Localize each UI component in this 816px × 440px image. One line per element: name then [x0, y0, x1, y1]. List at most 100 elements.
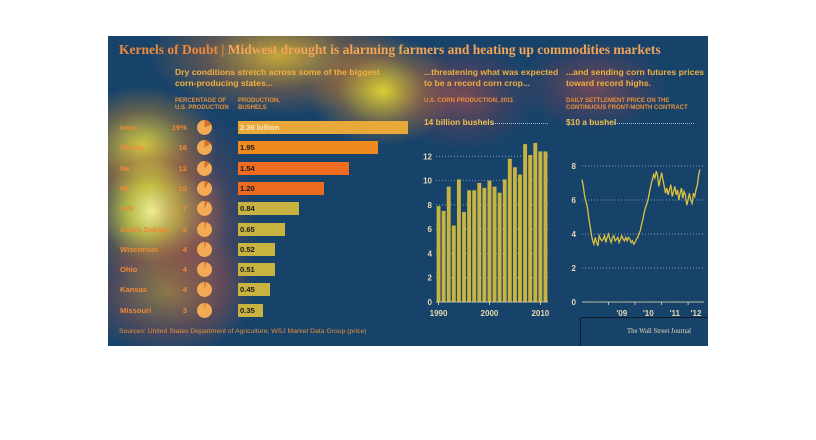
production-bar — [238, 141, 379, 155]
state-row: Indi 7 0.84 — [108, 201, 438, 217]
production-chart: 0 2 4 6 8 10 12 1990 2000 2010 — [423, 142, 550, 318]
production-value-label: 0.45 — [240, 285, 255, 295]
pct-label: 16 — [178, 143, 187, 153]
state-row: Ohio 4 0.51 — [108, 262, 438, 278]
production-bar — [238, 242, 276, 256]
pct-label: 3 — [182, 305, 187, 315]
production-bar — [456, 179, 461, 302]
x-tick-label: '10 — [643, 309, 654, 318]
credit-label: The Wall Street Journal — [627, 328, 692, 335]
overlay-vertical-line — [580, 318, 581, 346]
pct-pie — [197, 302, 212, 318]
state-label: Indi — [120, 204, 134, 214]
y-tick-label: 2 — [428, 274, 433, 283]
states-heading: Dry conditions stretch across some of th… — [175, 67, 380, 88]
production-value-label: 0.52 — [240, 244, 255, 254]
production-bar — [238, 222, 285, 236]
state-row: Mi 10 1.20 — [108, 180, 438, 196]
y-tick-label: 2 — [572, 264, 577, 273]
production-unit-label: 14 billion bushels — [424, 117, 495, 127]
production-bar — [238, 161, 349, 175]
production-bar — [462, 212, 466, 302]
production-bar — [238, 202, 299, 216]
futures-unit-label: $10 a bushel — [566, 117, 617, 127]
state-label: South Dakota — [120, 224, 169, 234]
pct-pie — [197, 221, 212, 237]
production-bar — [518, 174, 522, 302]
pct-label: 19% — [171, 123, 187, 132]
x-tick-label: '11 — [670, 309, 681, 318]
x-tick-label: 2000 — [481, 309, 499, 318]
y-tick-label: 0 — [572, 298, 577, 307]
production-bar — [482, 187, 487, 302]
y-tick-label: 4 — [428, 249, 433, 258]
production-bar — [441, 210, 446, 302]
state-row: Wisconsin 4 0.52 — [108, 241, 438, 257]
y-tick-label: 6 — [428, 225, 433, 234]
prod-column-header: PRODUCTION, BUSHELS — [238, 98, 280, 111]
production-bar — [467, 190, 472, 302]
production-bar — [451, 225, 456, 302]
production-bar — [533, 142, 538, 302]
pct-pie — [197, 180, 212, 196]
pct-pie — [197, 120, 212, 135]
production-bar — [487, 180, 492, 302]
production-bar — [238, 263, 275, 277]
production-bar — [523, 144, 528, 302]
pct-label: 12 — [178, 163, 187, 173]
production-heading: ...threatening what was expected to be a… — [424, 67, 559, 88]
pct-label: 4 — [182, 285, 187, 295]
production-value-label: 0.84 — [240, 204, 255, 214]
x-tick-label: '09 — [616, 309, 627, 318]
production-value-label: 0.35 — [240, 305, 255, 315]
production-bar — [528, 155, 533, 302]
production-value-label: 0.65 — [240, 224, 255, 234]
pct-label: 10 — [178, 183, 187, 193]
production-subheader: U.S. CORN PRODUCTION, 2011 — [424, 98, 514, 104]
production-bar — [446, 186, 451, 302]
state-label: Missouri — [120, 305, 152, 315]
state-row: Illinois 16 1.95 — [108, 140, 438, 156]
state-label: Iowa — [120, 123, 137, 132]
state-label: Ne — [120, 163, 130, 173]
y-tick-label: 4 — [572, 230, 577, 239]
y-tick-label: 12 — [423, 152, 432, 161]
production-bar — [477, 183, 482, 302]
pct-pie — [197, 282, 212, 298]
x-tick-label: 1990 — [430, 309, 448, 318]
production-value-label: 2.36 billion — [240, 123, 280, 132]
x-tick-label: '12 — [691, 309, 702, 318]
state-row: Iowa 19% 2.36 billion — [108, 120, 438, 135]
state-label: Mi — [120, 183, 129, 193]
production-bar — [543, 151, 548, 302]
production-value-label: 1.54 — [240, 163, 255, 173]
production-bar — [497, 192, 502, 302]
futures-price-line — [581, 169, 701, 247]
production-bar — [538, 151, 543, 302]
production-bar — [502, 179, 507, 302]
production-bar — [472, 190, 477, 302]
x-tick-label: 2010 — [531, 309, 549, 318]
y-tick-label: 0 — [428, 298, 433, 307]
production-bar — [492, 186, 497, 302]
pct-pie — [197, 201, 212, 217]
production-unit-dots — [492, 123, 548, 124]
pct-pie — [197, 262, 212, 278]
pct-pie — [197, 160, 212, 176]
pct-label: 7 — [182, 204, 187, 214]
futures-heading: ...and sending corn futures prices towar… — [566, 67, 705, 88]
production-bar — [238, 121, 408, 134]
pct-column-header: PERCENTAGE OF U.S. PRODUCTION — [175, 98, 229, 111]
production-bar — [238, 283, 271, 297]
state-label: Illinois — [120, 143, 145, 153]
futures-subheader: DAILY SETTLEMENT PRICE ON THE CONTINUOUS… — [566, 98, 688, 111]
production-value-label: 0.51 — [240, 265, 255, 275]
title-text: Kernels of Doubt — [119, 42, 218, 57]
y-tick-label: 8 — [572, 162, 577, 171]
title-subtitle: Midwest drought is alarming farmers and … — [227, 42, 661, 57]
y-tick-label: 8 — [428, 201, 433, 210]
state-row: Ne 12 1.54 — [108, 160, 438, 176]
state-label: Wisconsin — [120, 244, 158, 254]
pct-label: 4 — [182, 265, 187, 275]
pct-label: 4 — [182, 244, 187, 254]
